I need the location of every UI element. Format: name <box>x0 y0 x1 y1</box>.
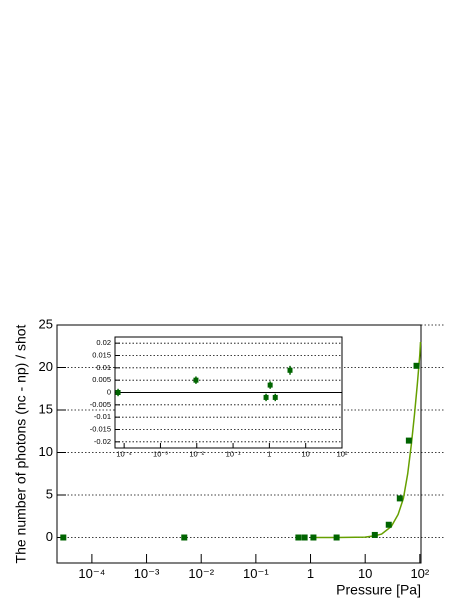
x-tick-label: 10 <box>358 566 372 581</box>
data-point <box>413 362 420 369</box>
data-point <box>267 382 273 388</box>
y-tick-label: 0 <box>107 387 111 396</box>
y-tick-label: 0.015 <box>92 350 111 359</box>
data-point <box>263 394 269 400</box>
fit-curve <box>310 341 422 539</box>
data-point <box>405 437 412 444</box>
x-tick-label: 10⁻¹ <box>243 566 269 581</box>
x-tick-label: 1 <box>307 566 314 581</box>
data-point <box>396 495 403 502</box>
y-tick-label: -0.01 <box>94 412 111 421</box>
x-tick-label: 10² <box>410 566 429 581</box>
data-point <box>310 534 317 541</box>
data-point <box>272 394 278 400</box>
y-tick-label: -0.005 <box>90 400 111 409</box>
x-tick-label: 1 <box>267 450 271 459</box>
x-tick-label: 10⁻³ <box>134 566 160 581</box>
y-tick-label: 20 <box>39 359 53 374</box>
data-point <box>301 534 308 541</box>
x-tick-label: 10⁻¹ <box>226 450 241 459</box>
data-point <box>287 367 293 373</box>
data-point <box>385 521 392 528</box>
x-tick-label: 10⁻² <box>189 450 204 459</box>
data-point <box>60 534 67 541</box>
data-point <box>295 534 302 541</box>
y-tick-label: 25 <box>39 316 53 331</box>
data-point <box>181 534 188 541</box>
y-tick-label: -0.02 <box>94 437 111 446</box>
y-tick-label: 0.01 <box>96 363 111 372</box>
y-tick-label: 0.005 <box>92 375 111 384</box>
x-tick-label: 10⁻² <box>188 566 214 581</box>
x-tick-label: 10 <box>302 450 310 459</box>
y-tick-label: 0 <box>46 529 53 544</box>
data-point <box>333 534 340 541</box>
data-point <box>115 390 121 395</box>
y-axis-label: The number of photons (nc - np) / shot <box>13 324 29 563</box>
y-tick-label: 5 <box>46 486 53 501</box>
x-tick-label: 10² <box>337 450 348 459</box>
x-tick-label: 10⁻⁴ <box>116 450 132 459</box>
data-point <box>193 377 199 383</box>
y-tick-label: 10 <box>39 444 53 459</box>
y-tick-label: -0.015 <box>90 424 111 433</box>
x-tick-label: 10⁻⁴ <box>78 566 105 581</box>
x-axis-label: Pressure [Pa] <box>336 582 421 598</box>
y-tick-label: 15 <box>39 401 53 416</box>
y-tick-label: 0.02 <box>96 338 111 347</box>
x-tick-label: 10⁻³ <box>153 450 168 459</box>
data-point <box>371 531 378 538</box>
